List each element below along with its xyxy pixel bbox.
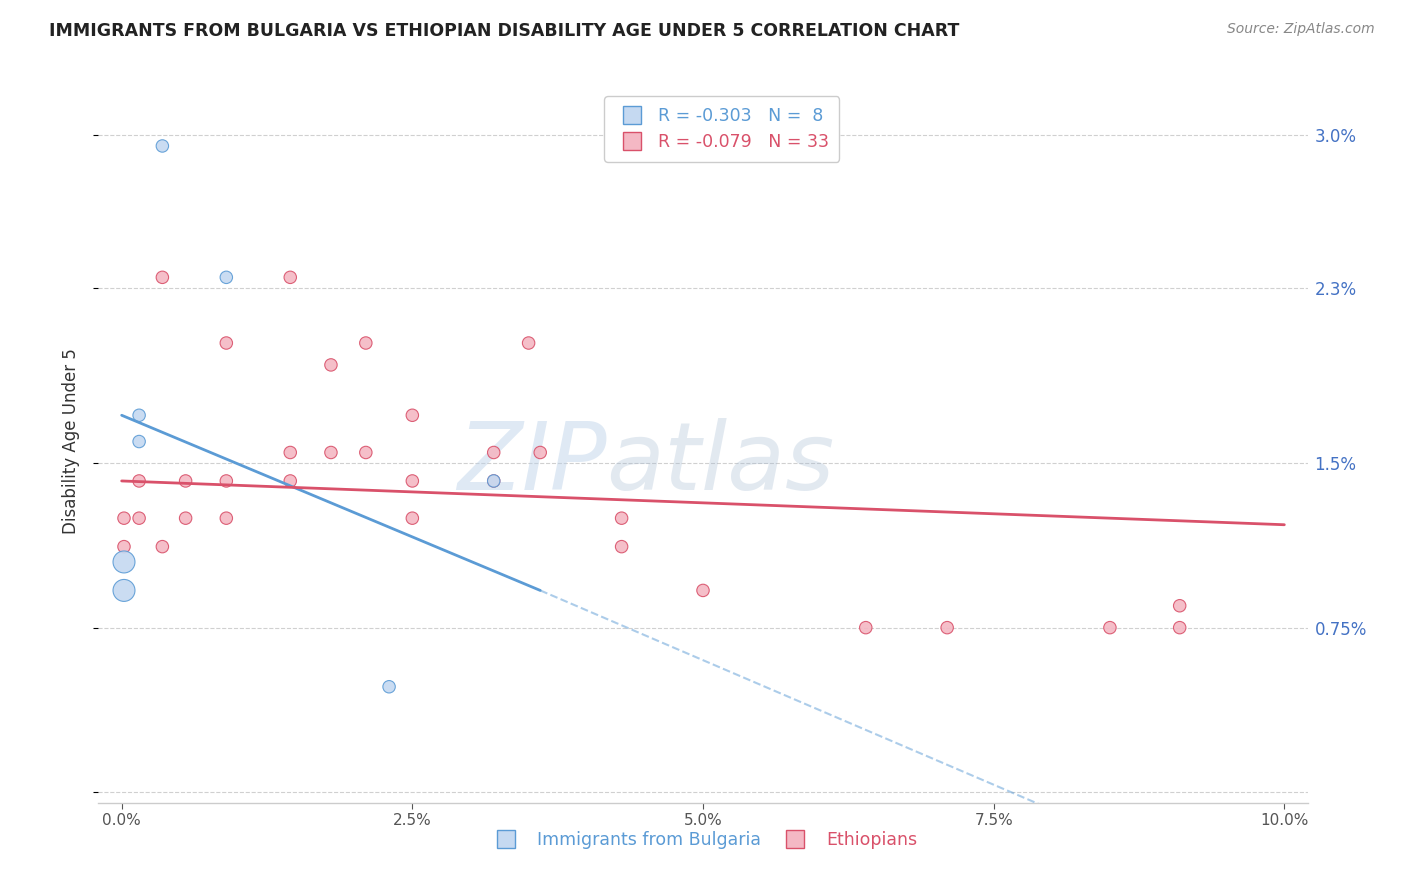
Point [1098,621,1121,635]
Y-axis label: Disability Age Under 5: Disability Age Under 5 [62,349,80,534]
Point [215,336,238,351]
Point [354,336,377,351]
Point [482,474,505,488]
Point [112,511,135,525]
Point [112,555,135,569]
Point [174,474,197,488]
Point [482,474,505,488]
Point [401,409,423,423]
Point [174,511,197,525]
Point [692,583,714,598]
Point [278,445,301,459]
Text: IMMIGRANTS FROM BULGARIA VS ETHIOPIAN DISABILITY AGE UNDER 5 CORRELATION CHART: IMMIGRANTS FROM BULGARIA VS ETHIOPIAN DI… [49,22,959,40]
Legend: Immigrants from Bulgaria, Ethiopians: Immigrants from Bulgaria, Ethiopians [481,823,925,855]
Point [112,540,135,554]
Point [278,474,301,488]
Point [529,445,551,459]
Point [517,336,540,351]
Point [401,511,423,525]
Point [215,270,238,285]
Point [278,270,301,285]
Point [1168,621,1191,635]
Point [610,511,633,525]
Point [378,680,401,694]
Point [215,474,238,488]
Point [128,434,150,449]
Point [482,445,505,459]
Point [354,445,377,459]
Point [215,511,238,525]
Point [855,621,877,635]
Text: Source: ZipAtlas.com: Source: ZipAtlas.com [1227,22,1375,37]
Point [319,358,342,372]
Point [112,583,135,598]
Point [150,270,173,285]
Point [128,409,150,423]
Point [610,540,633,554]
Point [150,139,173,153]
Point [319,445,342,459]
Point [1168,599,1191,613]
Text: atlas: atlas [606,417,835,508]
Text: ZIP: ZIP [457,417,606,508]
Point [128,511,150,525]
Point [936,621,959,635]
Point [401,474,423,488]
Point [150,540,173,554]
Point [128,474,150,488]
